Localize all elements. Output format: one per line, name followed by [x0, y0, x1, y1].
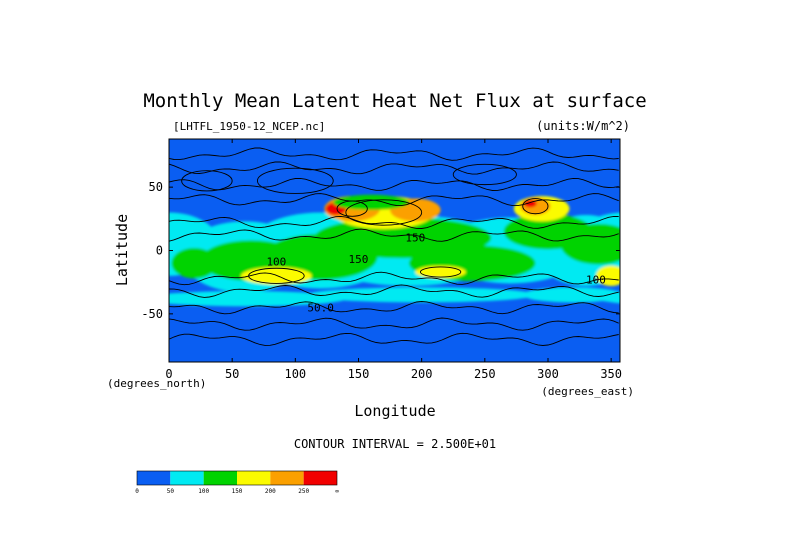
y-axis: -50 0 50: [141, 180, 620, 321]
contour-line: [169, 177, 619, 191]
x-tick-label: 50: [225, 367, 239, 381]
dataset-label: [LHTFL_1950-12_NCEP.nc]: [173, 120, 325, 133]
contour-line: [169, 147, 619, 161]
heatmap-region: [241, 266, 312, 285]
contour-label: 100: [586, 273, 606, 286]
x-tick-label: 250: [474, 367, 496, 381]
x-tick-label: 150: [348, 367, 370, 381]
contour-line: [345, 199, 423, 226]
colorbar-frame: [136, 470, 338, 486]
y-unit-label: (degrees_north): [107, 377, 206, 390]
contour-line: [256, 167, 334, 194]
contour-line: [169, 317, 619, 331]
colorbar-swatch: [270, 471, 304, 485]
x-tick-label: 0: [165, 367, 172, 381]
heatmap-region: [171, 247, 218, 279]
contour-line: [169, 332, 619, 346]
heatmap-region: [333, 194, 410, 210]
units-label: (units:W/m^2): [536, 119, 630, 133]
contour-line: [169, 215, 619, 229]
colorbar-swatch: [170, 471, 204, 485]
contour-line: [181, 170, 233, 192]
y-tick-label: 0: [156, 244, 163, 258]
contour-label: 150: [349, 253, 369, 266]
heatmap-region: [522, 287, 620, 303]
contour-labels: 100 50.0 150 150 100: [266, 232, 605, 315]
x-axis: 0 50 100 150 200 250 300 350: [165, 139, 622, 381]
x-tick-label: 350: [600, 367, 622, 381]
heatmap-region: [596, 265, 620, 286]
contour-label: 150: [405, 232, 425, 245]
contour-line: [169, 284, 619, 298]
y-axis-label: Latitude: [113, 214, 131, 286]
contour-line: [522, 198, 549, 215]
colorbar-tick-label: 250: [298, 488, 309, 495]
colorbar-swatch: [303, 471, 337, 485]
x-tick-label: 300: [537, 367, 559, 381]
chart-title: Monthly Mean Latent Heat Net Flux at sur…: [143, 90, 646, 112]
contour-line: [336, 200, 368, 217]
contour-lines: [169, 147, 619, 346]
colorbar-tick-label: 0: [135, 488, 139, 495]
heatmap-region: [307, 287, 536, 303]
contour-line: [419, 266, 462, 278]
y-tick-label: -50: [141, 307, 163, 321]
heatmap-region: [560, 223, 620, 265]
colorbar-swatch: [203, 471, 237, 485]
colorbar-tick-label: 100: [198, 488, 209, 495]
colorbar-tick-label: 150: [232, 488, 243, 495]
x-unit-label: (degrees_east): [541, 385, 634, 398]
contour-line: [169, 193, 619, 207]
contour-line: [169, 271, 619, 286]
contour-interval: CONTOUR INTERVAL = 2.500E+01: [294, 437, 496, 451]
colorbar-swatch: [237, 471, 271, 485]
colorbar: 0 50 100 150 200 250 ∞: [135, 470, 339, 495]
contour-label: 50.0: [307, 301, 334, 314]
contour-line: [452, 163, 517, 186]
colorbar-tick-label: 200: [265, 488, 276, 495]
x-tick-label: 200: [411, 367, 433, 381]
x-axis-label: Longitude: [354, 402, 435, 420]
plot-area: 100 50.0 150 150 100: [168, 138, 621, 363]
heatmap-region: [598, 293, 620, 304]
x-tick-label: 100: [284, 367, 306, 381]
heatmap-field: [169, 194, 620, 307]
contour-line: [169, 301, 619, 315]
y-tick-label: 50: [149, 180, 163, 194]
contour-label: 100: [266, 256, 286, 269]
contour-line: [248, 267, 305, 284]
contour-line: [169, 228, 619, 242]
colorbar-swatch: [137, 471, 171, 485]
colorbar-tick-label: ∞: [335, 488, 339, 495]
colorbar-tick-label: 50: [167, 488, 175, 495]
heatmap-region: [415, 265, 466, 279]
contour-line: [169, 161, 619, 175]
